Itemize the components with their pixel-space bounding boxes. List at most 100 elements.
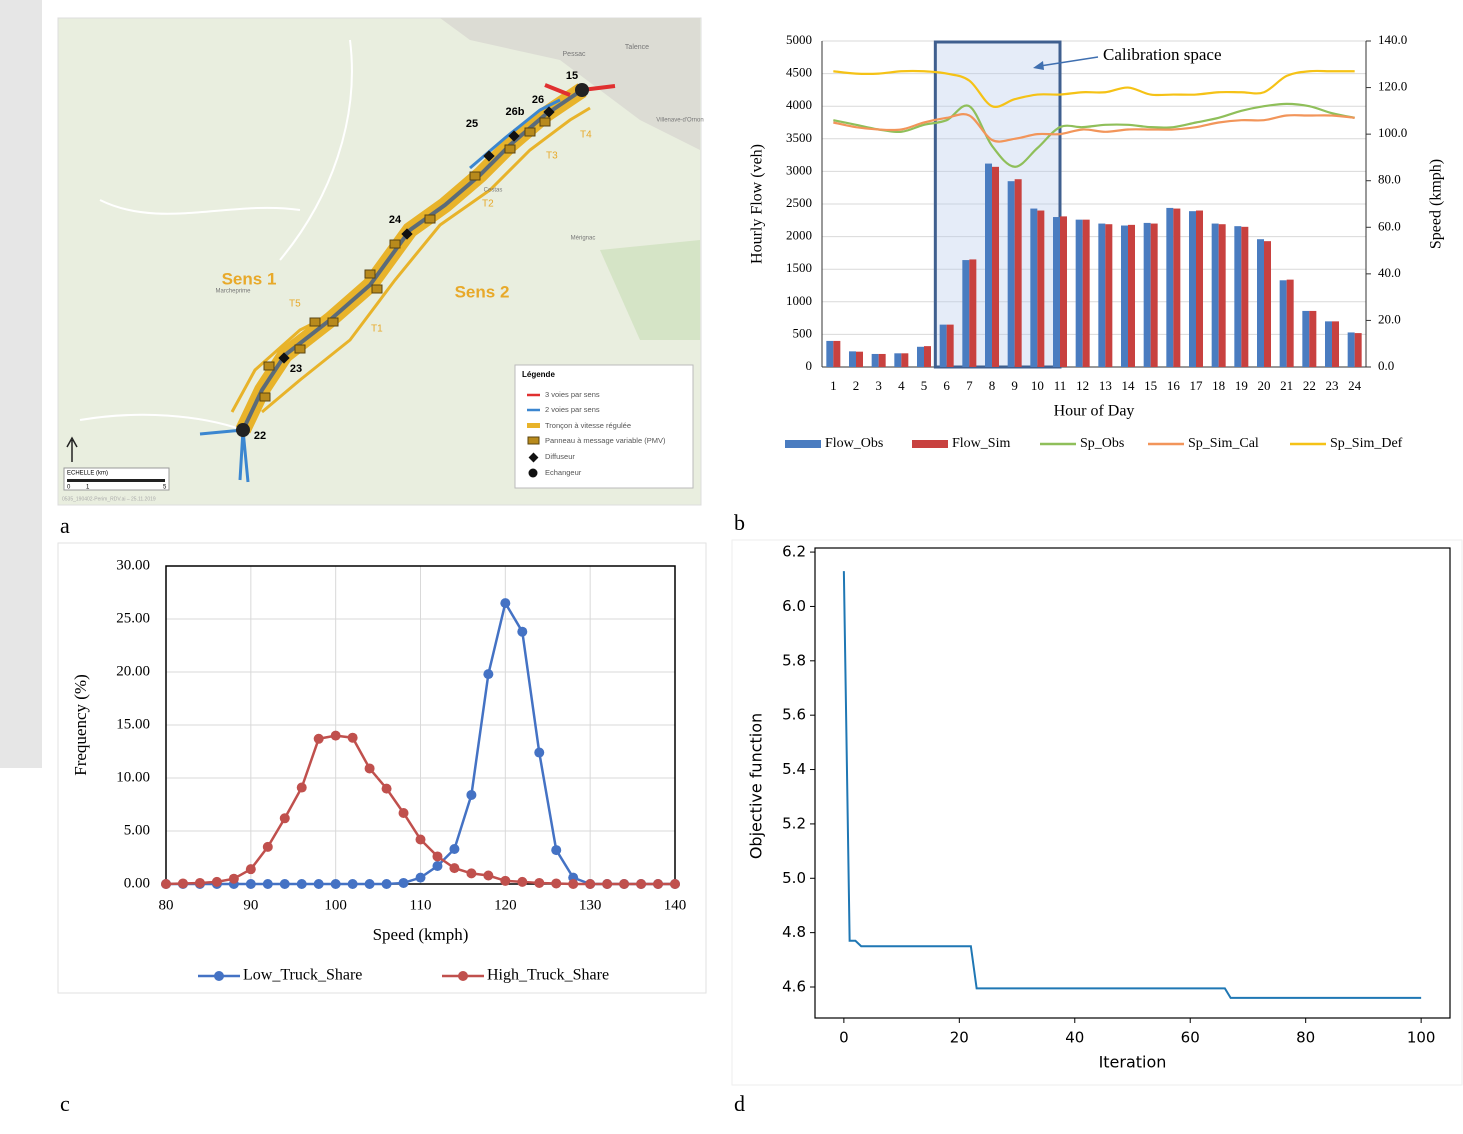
bar: [1286, 279, 1294, 367]
marker: [500, 875, 511, 886]
bar: [1098, 223, 1106, 367]
x-tick-label: 22: [1303, 378, 1316, 393]
marker: [415, 834, 426, 845]
annotation-arrowhead: [1033, 61, 1044, 70]
bar: [924, 346, 931, 367]
marker: [534, 747, 545, 758]
pmv-signs: [259, 117, 551, 402]
marker: [483, 870, 494, 881]
marker: [296, 782, 307, 793]
marker: [415, 872, 426, 883]
scale-tick: 5: [163, 485, 167, 491]
map-legend-item: 3 voies par sens: [545, 390, 600, 399]
x-tick-label: 6: [943, 378, 950, 393]
marker: [398, 807, 409, 818]
y-tick-label: 5.0: [782, 869, 806, 887]
x-tick-label: 14: [1122, 378, 1136, 393]
x-tick-label: 140: [664, 897, 687, 913]
y-tick-label: 2500: [786, 195, 812, 210]
legend-label: Flow_Obs: [825, 436, 883, 451]
marker: [466, 868, 477, 879]
bar: [1075, 219, 1083, 367]
bar: [1014, 179, 1022, 367]
bar: [1354, 333, 1362, 367]
y-tick-label: 5.4: [782, 760, 806, 778]
bar: [856, 351, 863, 367]
marker: [347, 732, 358, 743]
x-tick-label: 15: [1144, 378, 1157, 393]
bar: [946, 324, 954, 367]
y2-tick-label: 120.0: [1378, 79, 1407, 94]
interchange: [236, 423, 250, 437]
marker: [449, 844, 460, 855]
bar: [1128, 224, 1135, 367]
y-tick-label: 3500: [786, 130, 812, 145]
marker: [551, 845, 562, 856]
y-tick-label: 5.00: [124, 822, 150, 838]
x-tick-label: 8: [989, 378, 996, 393]
marker: [449, 863, 460, 874]
y-tick-label: 5000: [786, 32, 812, 47]
bar: [1264, 241, 1271, 367]
marker: [313, 879, 324, 889]
sens-2-loop: [261, 106, 591, 414]
place-label: Marcheprime: [215, 289, 251, 295]
y-tick-label: 4.8: [782, 923, 806, 941]
legend-icon: [528, 452, 539, 463]
x-tick-label: 40: [1065, 1029, 1084, 1047]
bar: [826, 340, 834, 367]
marker: [551, 878, 562, 889]
x-tick-label: 80: [1296, 1029, 1315, 1047]
x-tick-label: 100: [324, 897, 347, 913]
marker: [381, 879, 392, 889]
scale-tick: 1: [86, 485, 90, 491]
bar: [1279, 280, 1287, 367]
y-tick-label: 30.00: [116, 557, 150, 573]
x-tick-label: 13: [1099, 378, 1112, 393]
x-tick-label: 110: [410, 897, 432, 913]
node-label: 24: [389, 214, 402, 226]
bar: [1302, 310, 1310, 367]
marker: [602, 879, 613, 889]
y-tick-label: 6.2: [782, 543, 806, 561]
bar: [985, 163, 992, 367]
marker: [670, 879, 680, 889]
panel-label: b: [734, 510, 745, 535]
bar: [1211, 223, 1219, 367]
annotation-arrow: [1039, 56, 1099, 67]
x-tick-label: 60: [1181, 1029, 1200, 1047]
side-bar: [0, 0, 42, 768]
map-legend: [514, 364, 694, 489]
y-tick-label: 4500: [786, 65, 812, 80]
x-tick-label: 21: [1280, 378, 1293, 393]
marker: [177, 878, 188, 889]
y2-tick-label: 0.0: [1378, 358, 1394, 373]
x-tick-label: 20: [950, 1029, 969, 1047]
y-tick-label: 6.0: [782, 597, 806, 615]
forest-area: [600, 240, 700, 340]
bar: [969, 259, 977, 367]
panel-label: c: [60, 1091, 70, 1116]
marker: [636, 879, 647, 889]
panel-frame: [57, 542, 707, 994]
marker: [262, 841, 273, 852]
marker: [245, 864, 256, 875]
chart-c: 80 90 100 110 120 130 140 0.00 5.00 10.00 15.00 20.…: [71, 557, 686, 983]
urban-area: [440, 18, 700, 150]
x-tick-label: 5: [921, 378, 928, 393]
y2-tick-label: 40.0: [1378, 265, 1401, 280]
marker: [364, 763, 375, 774]
bar: [1234, 226, 1242, 367]
map-legend-item: Panneau à message variable (PMV): [545, 436, 666, 445]
x-tick-label: 4: [898, 378, 905, 393]
direction-label: Sens 2: [455, 282, 510, 301]
x-tick-label: 80: [159, 897, 174, 913]
chart-d: 0 20 40 60 80 100 4.6 4.8 5.0 5.2 5.4 5.6 5.8 6.0 6.2 I…: [747, 543, 1451, 1072]
bar: [901, 353, 909, 367]
marker: [619, 879, 630, 889]
x-tick-label: 24: [1348, 378, 1362, 393]
marker: [245, 879, 256, 889]
y-tick-label: 4000: [786, 97, 812, 112]
bar: [1241, 226, 1249, 367]
speed-line: [833, 113, 1355, 143]
